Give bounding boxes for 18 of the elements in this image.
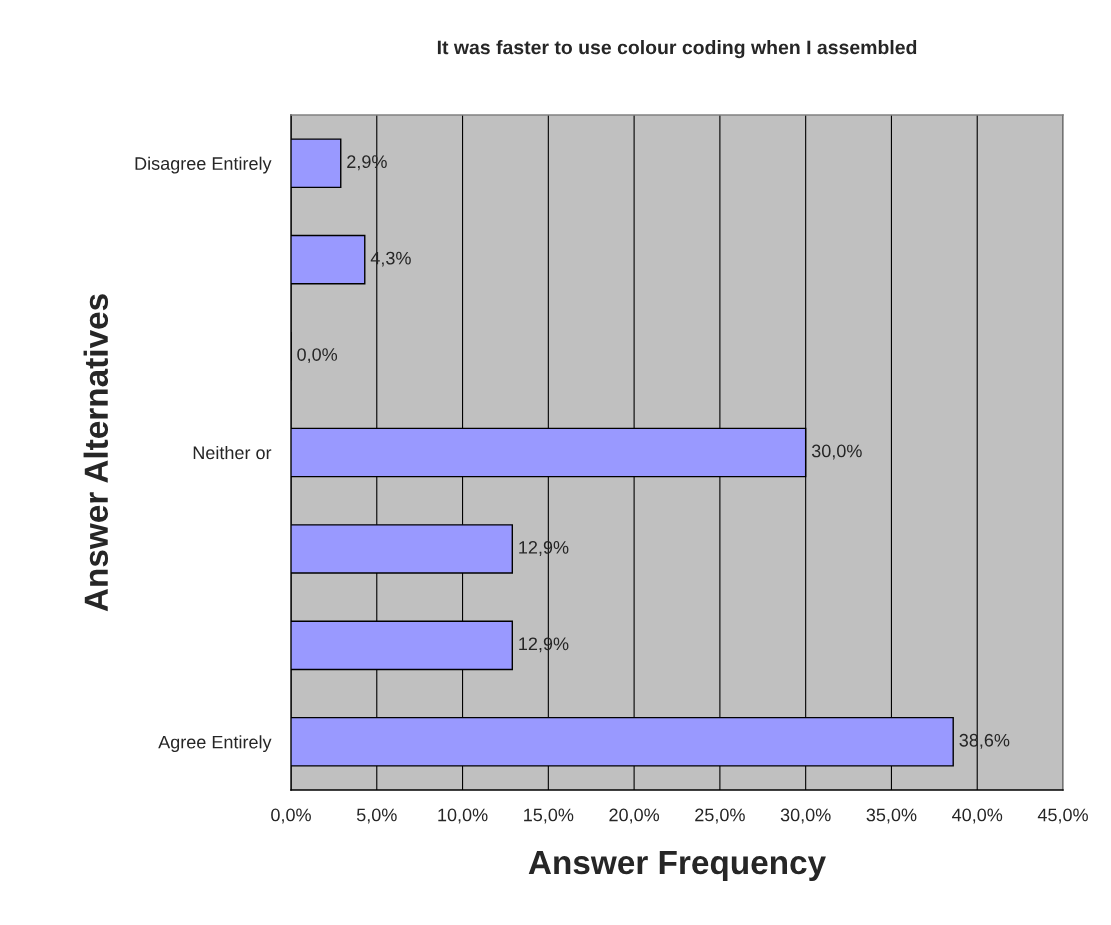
x-tick-label: 30,0% — [780, 808, 831, 824]
x-axis-title: Answer Frequency — [528, 851, 826, 881]
y-tick-label: Agree Entirely — [158, 735, 272, 753]
y-tick-label: Neither or — [193, 445, 272, 460]
data-label: 30,0% — [811, 444, 862, 460]
x-tick-label: 15,0% — [524, 808, 574, 824]
x-tick-label: 45,0% — [1037, 808, 1088, 824]
x-tick-label: 40,0% — [952, 808, 1003, 824]
x-tick-label: 10,0% — [438, 808, 488, 824]
x-tick-label: 35,0% — [866, 808, 917, 824]
data-label: 0,0% — [297, 348, 338, 364]
x-tick-label: 20,0% — [609, 808, 660, 824]
y-tick-label: Disagree Entirely — [135, 156, 272, 174]
x-tick-label: 5,0% — [356, 808, 397, 824]
y-axis-title: Answer Alternatives — [83, 294, 109, 612]
chart-title: It was faster to use colour coding when I assembled — [437, 40, 917, 59]
x-tick-label: 25,0% — [695, 808, 745, 824]
x-tick-label: 0,0% — [271, 808, 311, 824]
